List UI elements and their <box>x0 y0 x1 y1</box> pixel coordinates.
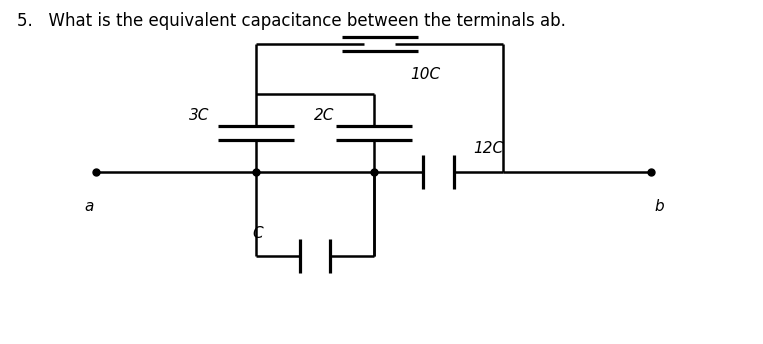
Text: 5.   What is the equivalent capacitance between the terminals ab.: 5. What is the equivalent capacitance be… <box>17 12 565 30</box>
Text: 10C: 10C <box>410 67 440 82</box>
Text: 3C: 3C <box>189 108 209 123</box>
Text: a: a <box>84 198 94 214</box>
Text: C: C <box>253 226 263 241</box>
Text: b: b <box>654 198 664 214</box>
Text: 2C: 2C <box>314 108 335 123</box>
Text: 12C: 12C <box>473 141 503 155</box>
